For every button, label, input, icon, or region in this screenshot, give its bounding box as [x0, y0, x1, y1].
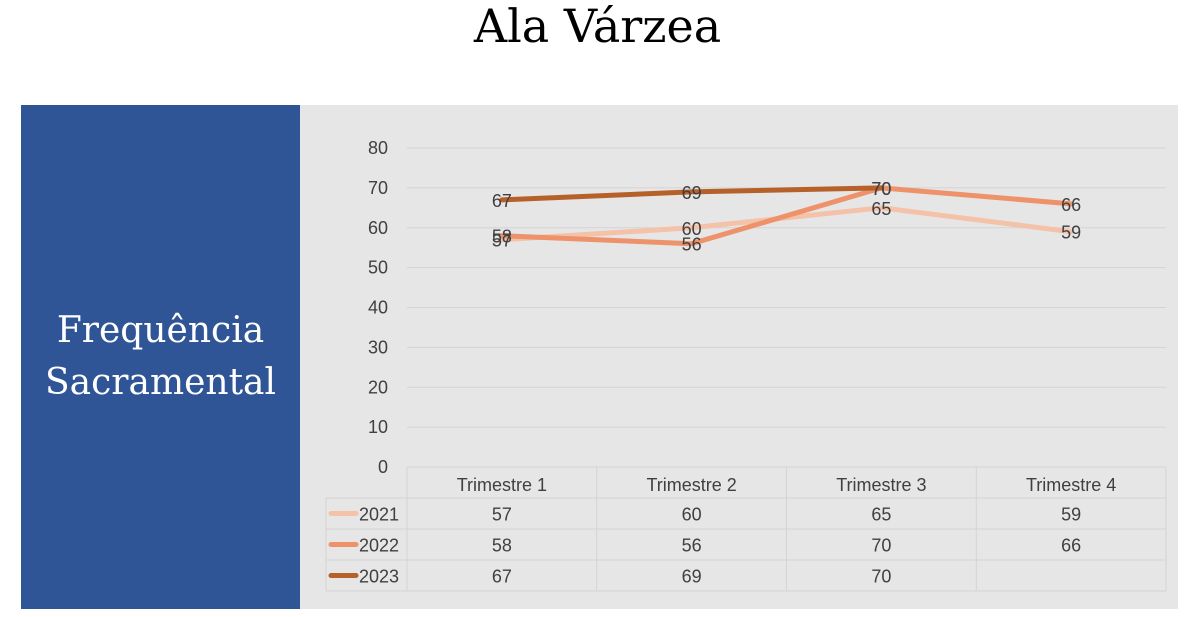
data-label-2023: 67: [492, 191, 512, 211]
series-line-2021: [499, 205, 1074, 243]
data-label-2021: 65: [871, 199, 891, 219]
table-value-2022: 70: [871, 536, 891, 556]
page-title: Ala Várzea: [473, 0, 722, 53]
y-tick-label: 40: [368, 298, 388, 318]
x-category-label: Trimestre 3: [836, 475, 926, 495]
table-value-2023: 69: [682, 567, 702, 587]
data-label-2021: 60: [682, 219, 702, 239]
legend-label-2022: 2022: [359, 536, 399, 556]
line-chart: 0 10 20 30 40 50 60 70 80 Trimestre 1 Trimestre 2 T…: [325, 138, 1167, 592]
chart-panel: 0 10 20 30 40 50 60 70 80 Trimestre 1 Trimestre 2 T…: [300, 105, 1178, 609]
table-value-2021: 60: [682, 505, 702, 525]
x-category-label: Trimestre 2: [646, 475, 736, 495]
legend-label-2023: 2023: [359, 567, 399, 587]
x-category-label: Trimestre 4: [1026, 475, 1116, 495]
table-value-2022: 66: [1061, 536, 1081, 556]
table-value-2023: 70: [871, 567, 891, 587]
y-tick-label: 70: [368, 178, 388, 198]
data-label-2022: 70: [871, 179, 891, 199]
y-tick-label: 30: [368, 337, 388, 357]
y-tick-label: 80: [368, 138, 388, 158]
data-label-2022: 66: [1061, 195, 1081, 215]
side-title: Frequência Sacramental: [44, 310, 277, 403]
table-value-2022: 56: [682, 536, 702, 556]
data-label-2022: 58: [492, 227, 512, 247]
y-tick-label: 10: [368, 417, 388, 437]
legend-label-2021: 2021: [359, 505, 399, 525]
y-tick-label: 20: [368, 377, 388, 397]
series-line-2023: [499, 185, 884, 203]
data-label-2023: 70: [871, 179, 891, 199]
data-label-2021: 59: [1061, 223, 1081, 243]
y-tick-label: 0: [378, 457, 388, 477]
data-label-2021: 57: [492, 231, 512, 251]
table-value-2021: 65: [871, 505, 891, 525]
y-tick-label: 60: [368, 218, 388, 238]
data-label-2023: 69: [682, 183, 702, 203]
table-value-2023: 67: [492, 567, 512, 587]
table-value-2022: 58: [492, 536, 512, 556]
side-panel: Frequência Sacramental: [21, 105, 300, 609]
data-label-2022: 56: [682, 235, 702, 255]
x-category-label: Trimestre 1: [457, 475, 547, 495]
series-line-2022: [499, 185, 1074, 247]
table-value-2021: 57: [492, 505, 512, 525]
y-tick-label: 50: [368, 258, 388, 278]
table-value-2021: 59: [1061, 505, 1081, 525]
